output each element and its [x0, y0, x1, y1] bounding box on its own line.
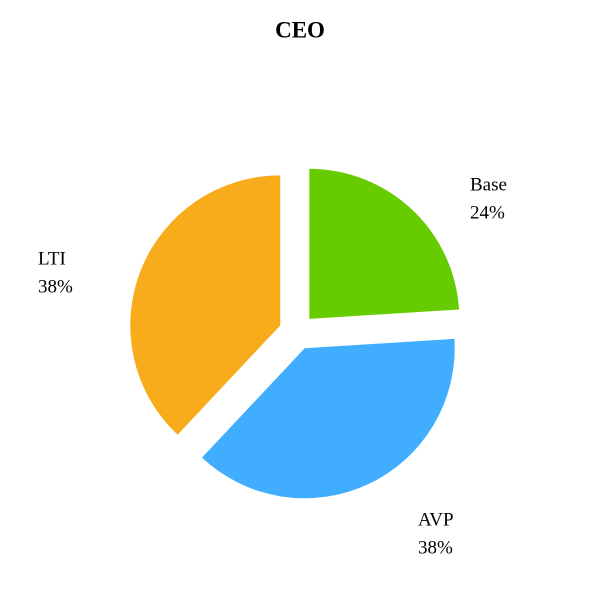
slice-value-label: 24% — [470, 202, 505, 223]
pie-slice — [309, 168, 460, 319]
slice-label: Base — [470, 174, 507, 195]
pie-slice — [201, 338, 455, 499]
slice-value-label: 38% — [38, 276, 73, 297]
chart-title: CEO — [275, 17, 325, 42]
slice-label: AVP — [418, 509, 454, 530]
slice-label: LTI — [38, 248, 66, 269]
slice-value-label: 38% — [418, 537, 453, 558]
pie-slice — [130, 175, 281, 435]
